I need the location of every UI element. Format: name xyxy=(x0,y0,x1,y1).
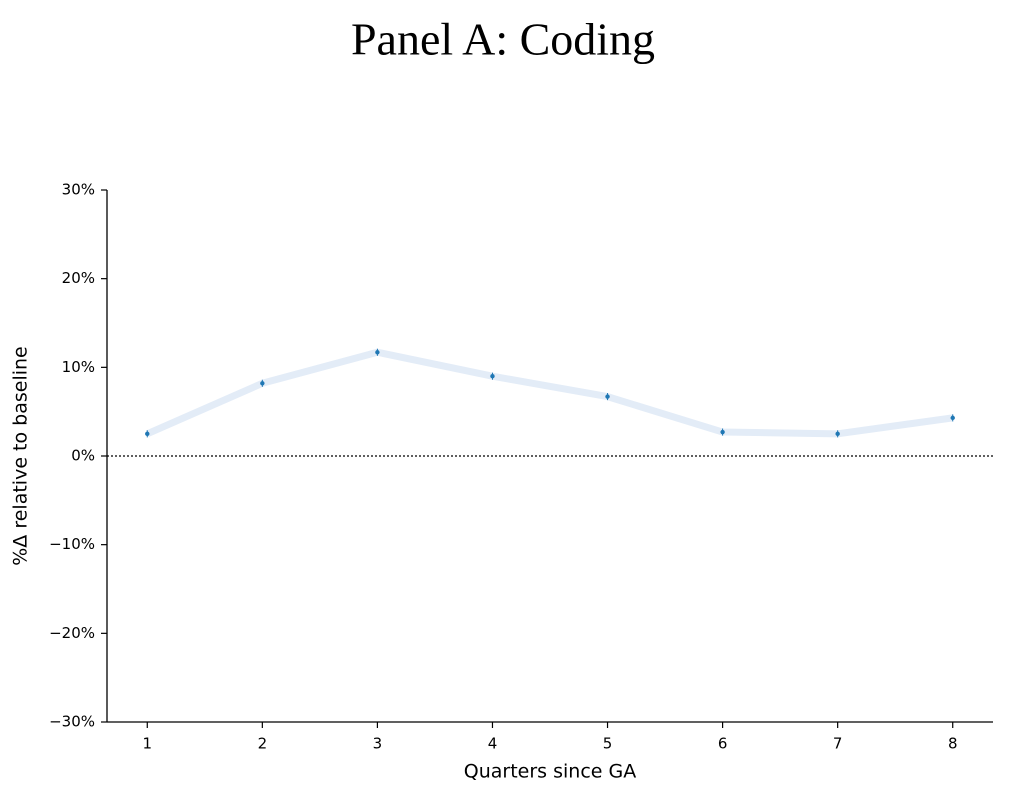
data-point xyxy=(490,374,495,379)
data-point xyxy=(145,431,150,437)
x-tick-label: 6 xyxy=(718,735,728,753)
x-axis-label: Quarters since GA xyxy=(464,761,636,783)
x-tick-label: 2 xyxy=(258,735,268,753)
data-point xyxy=(720,429,725,435)
x-tick-label: 8 xyxy=(948,735,958,753)
data-point xyxy=(375,350,380,355)
y-tick-label: −30% xyxy=(49,713,95,731)
y-tick-label: 0% xyxy=(71,447,95,465)
x-tick-label: 4 xyxy=(488,735,498,753)
y-axis-label: %Δ relative to baseline xyxy=(10,346,32,566)
data-point xyxy=(835,431,840,437)
line xyxy=(145,348,954,438)
y-tick-label: −20% xyxy=(49,624,95,642)
data-point xyxy=(950,415,955,421)
x-tick-label: 1 xyxy=(142,735,152,753)
chart-title: Panel A: Coding xyxy=(351,14,655,65)
y-tick-label: 20% xyxy=(62,269,95,287)
y-tick-label: −10% xyxy=(49,535,95,553)
y-tick-label: 30% xyxy=(62,181,95,199)
x-tick-label: 5 xyxy=(603,735,613,753)
x-tick-label: 7 xyxy=(833,735,843,753)
data-point xyxy=(605,394,610,399)
x-tick-label: 3 xyxy=(373,735,383,753)
data-point xyxy=(260,381,265,386)
y-tick-label: 10% xyxy=(62,358,95,376)
